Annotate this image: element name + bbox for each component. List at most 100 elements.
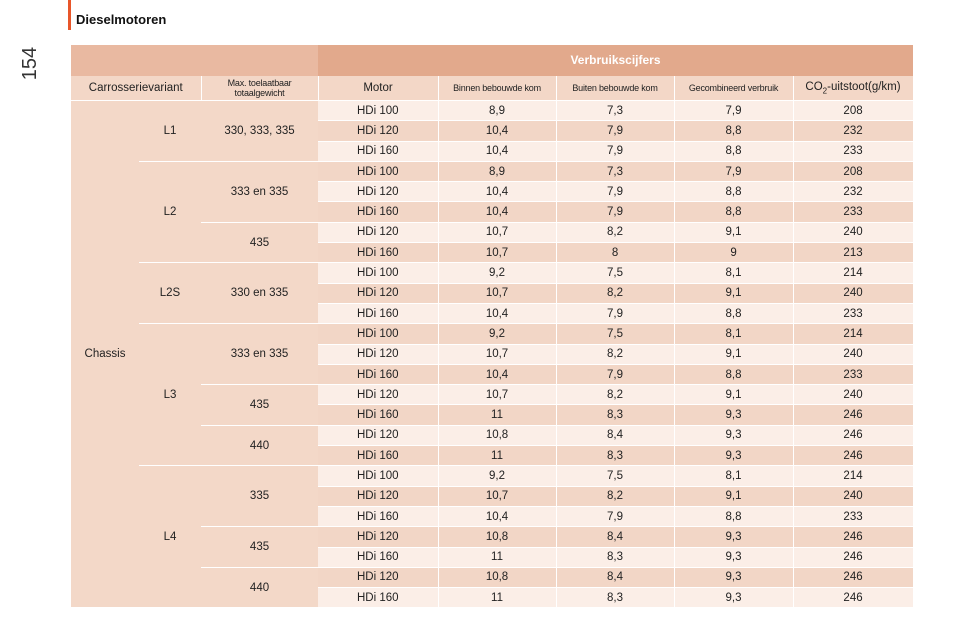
length-cell: L3 <box>139 323 202 467</box>
co2-cell: 240 <box>793 222 914 244</box>
urban-cell: 11 <box>438 404 557 426</box>
section-title: Dieselmotoren <box>76 12 167 27</box>
engine-cell: HDi 100 <box>318 262 439 284</box>
extra-urban-cell: 7,9 <box>556 181 675 203</box>
extra-urban-cell: 7,9 <box>556 303 675 325</box>
urban-cell: 8,9 <box>438 100 557 122</box>
table-row: L2 333 en 335 HDi 100 8,9 7,3 7,9 208 <box>71 161 914 264</box>
co2-cell: 240 <box>793 344 914 365</box>
engine-cell: HDi 120 <box>318 283 439 304</box>
combined-cell: 8,8 <box>674 120 794 142</box>
urban-cell: 10,4 <box>438 120 557 142</box>
combined-cell: 9,3 <box>674 404 794 426</box>
combined-cell: 7,9 <box>674 161 794 183</box>
engine-cell: HDi 160 <box>318 303 439 325</box>
weight-cell: 435 <box>201 384 319 426</box>
table-row: HDi 160 11 8,3 9,3 246 <box>71 587 914 609</box>
extra-urban-cell: 7,9 <box>556 506 675 528</box>
combined-cell: 9,1 <box>674 222 794 244</box>
extra-urban-cell: 7,5 <box>556 323 675 345</box>
table-row: HDi 120 10,7 8,2 9,1 240 <box>71 486 914 507</box>
col-engine: Motor <box>318 76 439 101</box>
urban-cell: 10,7 <box>438 384 557 406</box>
combined-cell: 8,1 <box>674 262 794 284</box>
extra-urban-cell: 8,3 <box>556 547 675 568</box>
urban-cell: 10,4 <box>438 303 557 325</box>
urban-cell: 10,4 <box>438 506 557 528</box>
urban-cell: 10,4 <box>438 364 557 386</box>
body-type-cell: Chassis <box>71 100 139 609</box>
length-cell: L2S <box>139 262 202 325</box>
co2-cell: 240 <box>793 384 914 406</box>
engine-cell: HDi 160 <box>318 445 439 467</box>
urban-cell: 10,8 <box>438 567 557 589</box>
table-row: L2S 330 en 335 HDi 100 9,2 7,5 8,1 214 <box>71 262 914 325</box>
col-max-weight: Max. toelaatbaar totaalgewicht <box>201 76 319 101</box>
extra-urban-cell: 7,3 <box>556 100 675 122</box>
urban-cell: 10,8 <box>438 526 557 548</box>
col-extra-urban: Buiten bebouwde kom <box>556 76 675 101</box>
consumption-table: Carrosserievariant Max. toelaatbaar tota… <box>71 76 914 609</box>
engine-cell: HDi 160 <box>318 201 439 223</box>
weight-cell: 335 <box>201 465 319 528</box>
extra-urban-cell: 7,9 <box>556 120 675 142</box>
extra-urban-cell: 8 <box>556 242 675 264</box>
extra-urban-cell: 8,2 <box>556 283 675 304</box>
engine-cell: HDi 120 <box>318 526 439 548</box>
urban-cell: 8,9 <box>438 161 557 183</box>
weight-cell: 330 en 335 <box>201 262 319 325</box>
header-row: Carrosserievariant Max. toelaatbaar tota… <box>71 76 914 101</box>
co2-cell: 232 <box>793 120 914 142</box>
weight-cell: 440 <box>201 425 319 467</box>
urban-cell: 9,2 <box>438 323 557 345</box>
title-spacer <box>71 45 318 76</box>
combined-cell: 9,1 <box>674 384 794 406</box>
extra-urban-cell: 7,5 <box>556 262 675 284</box>
co2-cell: 233 <box>793 303 914 325</box>
accent-bar <box>68 0 71 30</box>
engine-cell: HDi 120 <box>318 120 439 142</box>
table-title-row: Verbruikscijfers <box>71 45 913 76</box>
table-row: HDi 120 10,7 8,2 9,1 240 <box>71 283 914 304</box>
extra-urban-cell: 8,3 <box>556 587 675 609</box>
weight-cell: 333 en 335 <box>201 323 319 386</box>
table-row: 435 HDi 120 10,7 8,2 9,1 240 <box>71 384 914 426</box>
combined-cell: 9,1 <box>674 486 794 507</box>
urban-cell: 10,8 <box>438 425 557 447</box>
table-row: 435 HDi 120 10,7 8,2 9,1 240 <box>71 222 914 264</box>
engine-cell: HDi 100 <box>318 161 439 183</box>
co2-cell: 233 <box>793 141 914 162</box>
engine-cell: HDi 100 <box>318 323 439 345</box>
engine-cell: HDi 160 <box>318 506 439 528</box>
engine-cell: HDi 160 <box>318 547 439 568</box>
combined-cell: 9,3 <box>674 445 794 467</box>
co2-cell: 214 <box>793 262 914 284</box>
table-row: HDi 160 10,4 7,9 8,8 233 <box>71 141 914 162</box>
table-row: HDi 120 10,4 7,9 8,8 232 <box>71 120 914 142</box>
extra-urban-cell: 8,3 <box>556 445 675 467</box>
col-co2: CO2-uitstoot(g/km) <box>793 76 914 101</box>
table-row: HDi 160 11 8,3 9,3 246 <box>71 547 914 568</box>
combined-cell: 8,1 <box>674 323 794 345</box>
combined-cell: 9,3 <box>674 425 794 447</box>
col-combined: Gecombineerd verbruik <box>674 76 794 101</box>
weight-cell: 435 <box>201 526 319 568</box>
engine-cell: HDi 160 <box>318 141 439 162</box>
co2-cell: 246 <box>793 425 914 447</box>
engine-cell: HDi 120 <box>318 344 439 365</box>
combined-cell: 8,1 <box>674 465 794 487</box>
extra-urban-cell: 8,4 <box>556 567 675 589</box>
combined-cell: 9,1 <box>674 283 794 304</box>
weight-cell: 435 <box>201 222 319 264</box>
combined-cell: 7,9 <box>674 100 794 122</box>
col-body-type: Carrosserievariant <box>71 76 202 101</box>
engine-cell: HDi 120 <box>318 384 439 406</box>
co2-cell: 233 <box>793 364 914 386</box>
combined-cell: 9 <box>674 242 794 264</box>
combined-cell: 9,3 <box>674 547 794 568</box>
extra-urban-cell: 7,3 <box>556 161 675 183</box>
co2-sub: 2 <box>822 86 828 96</box>
table-row: 435 HDi 120 10,8 8,4 9,3 246 <box>71 526 914 568</box>
weight-cell: 330, 333, 335 <box>201 100 319 162</box>
engine-cell: HDi 160 <box>318 587 439 609</box>
